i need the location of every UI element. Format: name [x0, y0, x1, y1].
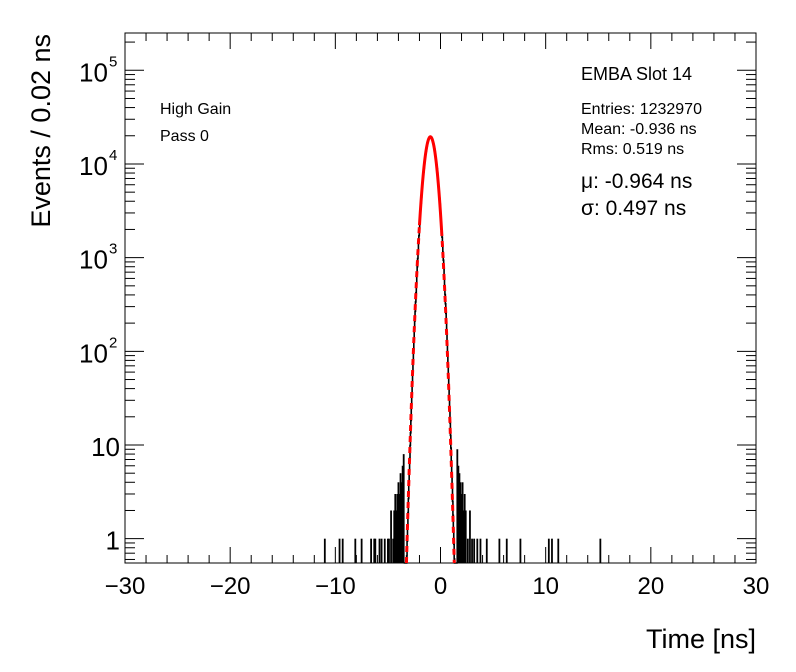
fit-curve-right-extrapolation — [440, 229, 456, 564]
mu-fit-stat: μ: -0.964 ns — [581, 170, 692, 193]
x-axis-title: Time [ns] — [646, 624, 756, 654]
y-tick-label: 1 — [106, 526, 120, 556]
histogram-core — [403, 136, 458, 564]
gain-label: High Gain — [160, 101, 231, 118]
y-tick-label: 10 — [79, 245, 108, 275]
y-axis-title: Events / 0.02 ns — [26, 34, 56, 228]
y-tick-label: 10 — [91, 432, 120, 462]
x-tick-label: 30 — [743, 573, 770, 600]
x-tick-label: 10 — [532, 573, 559, 600]
y-tick-label: 10 — [79, 151, 108, 181]
fit-curve — [417, 135, 444, 231]
mean-stat: Mean: -0.936 ns — [581, 121, 697, 138]
y-tick-exponent: 4 — [109, 147, 117, 164]
x-tick-label: 0 — [434, 573, 447, 600]
x-tick-label: 20 — [637, 573, 664, 600]
rms-stat: Rms: 0.519 ns — [581, 141, 684, 158]
y-tick-label: 10 — [79, 57, 108, 87]
entries-stat: Entries: 1232970 — [581, 101, 702, 118]
slot-label: EMBA Slot 14 — [581, 64, 692, 84]
fit-curve-left-extrapolation — [404, 225, 421, 564]
x-tick-label: −30 — [105, 573, 146, 600]
pass-label: Pass 0 — [160, 128, 209, 145]
y-tick-exponent: 3 — [109, 241, 117, 258]
y-tick-label: 10 — [79, 338, 108, 368]
x-tick-label: −10 — [315, 573, 356, 600]
sigma-fit-stat: σ: 0.497 ns — [581, 197, 686, 220]
y-tick-exponent: 5 — [109, 53, 117, 70]
x-tick-label: −20 — [210, 573, 251, 600]
y-tick-exponent: 2 — [109, 334, 117, 351]
